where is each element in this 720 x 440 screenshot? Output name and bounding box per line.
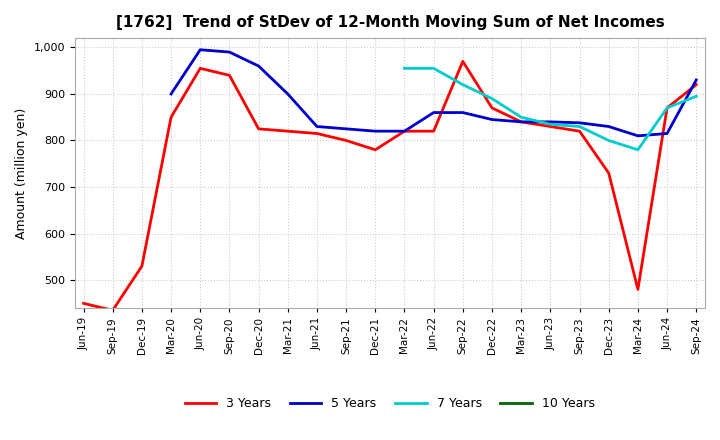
- Y-axis label: Amount (million yen): Amount (million yen): [15, 107, 28, 238]
- Legend: 3 Years, 5 Years, 7 Years, 10 Years: 3 Years, 5 Years, 7 Years, 10 Years: [180, 392, 600, 415]
- Title: [1762]  Trend of StDev of 12-Month Moving Sum of Net Incomes: [1762] Trend of StDev of 12-Month Moving…: [115, 15, 665, 30]
